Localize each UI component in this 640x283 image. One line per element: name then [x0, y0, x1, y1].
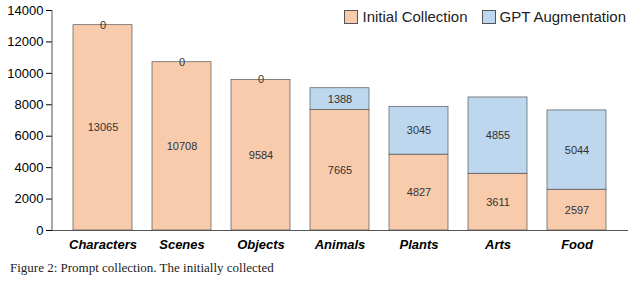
svg-text:0: 0: [258, 73, 264, 85]
svg-text:12000: 12000: [7, 34, 43, 49]
svg-text:Characters: Characters: [69, 237, 137, 252]
html-text:Initial Collection: Initial Collection: [362, 8, 468, 25]
svg-text:7665: 7665: [328, 164, 352, 176]
svg-text:0: 0: [179, 56, 185, 68]
svg-text:0: 0: [36, 223, 43, 238]
svg-text:Arts: Arts: [484, 237, 511, 252]
svg-text:2597: 2597: [565, 204, 589, 216]
svg-text:3045: 3045: [407, 124, 431, 136]
svg-text:Scenes: Scenes: [159, 237, 205, 252]
svg-text:3611: 3611: [486, 196, 510, 208]
svg-text:2000: 2000: [15, 191, 44, 206]
svg-text:10708: 10708: [167, 140, 198, 152]
svg-text:10000: 10000: [7, 66, 43, 81]
svg-text:13065: 13065: [88, 121, 119, 133]
svg-text:4855: 4855: [486, 129, 510, 141]
svg-text:4000: 4000: [15, 160, 44, 175]
html-text:Figure 2: Prompt collection. T: Figure 2: Prompt collection. The initial…: [10, 260, 274, 275]
svg-text:0: 0: [100, 19, 106, 31]
svg-text:14000: 14000: [7, 3, 43, 18]
svg-text:5044: 5044: [565, 144, 589, 156]
svg-text:Plants: Plants: [399, 237, 438, 252]
svg-text:Food: Food: [561, 237, 594, 252]
svg-text:4827: 4827: [407, 186, 431, 198]
svg-text:1388: 1388: [328, 93, 352, 105]
svg-text:6000: 6000: [15, 128, 44, 143]
html-text:GPT Augmentation: GPT Augmentation: [499, 8, 626, 25]
svg-text:Animals: Animals: [314, 237, 366, 252]
svg-text:Objects: Objects: [237, 237, 285, 252]
svg-text:9584: 9584: [249, 149, 273, 161]
svg-text:8000: 8000: [15, 97, 44, 112]
